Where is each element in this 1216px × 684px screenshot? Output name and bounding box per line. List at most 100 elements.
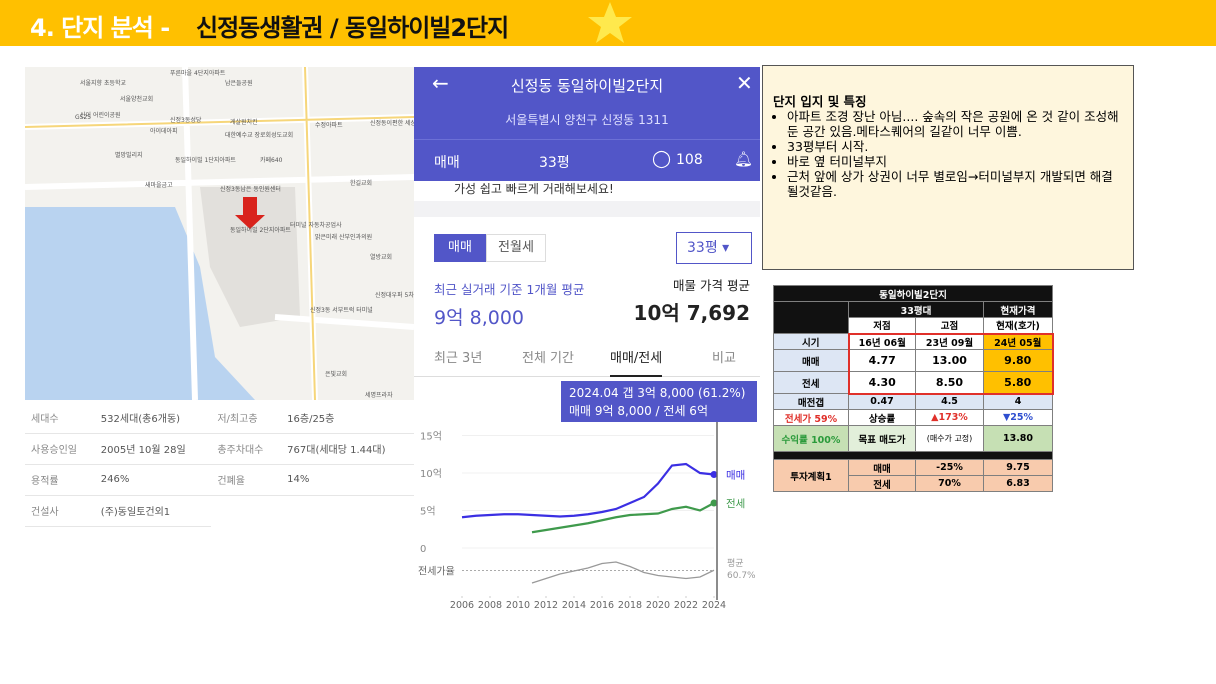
invest-row: 전세 4.30 8.50 5.80 [773, 371, 1054, 395]
x-tick-label: 2014 [562, 600, 586, 611]
cell: 동일하이빌2단지 [773, 285, 1053, 302]
tab-rent[interactable]: 전월세 [486, 234, 546, 262]
series-line [461, 462, 715, 519]
note: 33평부터 시작. [787, 139, 1123, 154]
info-cell: (주)동일토건외1 [94, 495, 212, 527]
x-tick-label: 2020 [646, 600, 670, 611]
series-line [531, 502, 715, 534]
ratio-line [531, 561, 715, 584]
map-label: 동일하이빌 2단지아파트 [230, 226, 291, 234]
banner: 가성 쉽고 빠르게 거래해보세요! [454, 182, 614, 196]
invest-cell: ▲173% [915, 409, 984, 426]
water [25, 207, 255, 400]
period-tabs: 최근 3년 전체 기간 매매/전세 비교 [414, 337, 760, 377]
bell[interactable]: 🔔︎ [734, 150, 754, 168]
y-tick-label: 10억 [420, 468, 442, 480]
location-arrow [235, 197, 265, 229]
invest-cell: 16년 06월 [847, 332, 916, 350]
invest-cell: 9.75 [983, 459, 1053, 476]
header-title: 신정동생활권 / 동일하이빌2단지 [196, 14, 509, 42]
map-label: 신정3동 서부트럭 터미널 [310, 306, 373, 314]
invest-cell: 시기 [773, 333, 849, 350]
invest-cell: 13.00 [915, 349, 984, 372]
size-select-label: 33평 [687, 240, 718, 256]
map-label: 신정3동성당 [170, 116, 202, 124]
cell: 현재가격 [983, 301, 1053, 318]
star [588, 2, 632, 43]
tab-sale[interactable]: 매매 [434, 234, 486, 262]
invest-cell: 전세 [773, 371, 849, 394]
invest-cell: 4.30 [847, 371, 916, 395]
info-body: 세대수 532세대(총6개동) 저/최고층 16층/25층 사용승인일 2005년 10월… [25, 402, 414, 527]
x-tick-label: 2018 [618, 600, 642, 611]
close-button[interactable]: ✕ [736, 71, 753, 95]
invest-cell: 매전갭 [773, 393, 849, 410]
legend-label: 매매 [726, 470, 745, 482]
invest-cell: 0.47 [848, 393, 916, 410]
ratio-label: 전세가율 [418, 565, 455, 577]
main-road [25, 67, 414, 400]
info-cell: 용적률 [25, 464, 95, 496]
app-filter-row: 매매 33평 ◯ 108 🔔︎ [414, 139, 760, 181]
invest-cell: 상승률 [848, 409, 916, 426]
map-label: 수정아파트 [315, 121, 343, 129]
app-panel: ← ✕ 신정동 동일하이빌2단지 서울특별시 양천구 신정동 1311 매매 3… [414, 67, 760, 620]
y-tick-label: 0 [420, 544, 426, 555]
tooltip-line: 매매 9억 8,000 / 전세 6억 [569, 404, 708, 418]
info-cell: 2005년 10월 28일 [94, 433, 212, 465]
end-dot [710, 499, 718, 507]
app-title: 신정동 동일하이빌2단지 [510, 77, 664, 95]
map-label: 새마을금고 [145, 181, 173, 189]
invest-row: 매전갭 0.47 4.5 4 [773, 393, 1053, 410]
info-cell: 532세대(총6개동) [94, 402, 212, 434]
legend-label: 전세 [726, 498, 745, 510]
y-tick-label: 5억 [420, 506, 436, 518]
info-cell: 총주차대수 [211, 433, 282, 465]
info-row: 용적률 246% 건폐율 14% [25, 464, 414, 496]
period-tab[interactable]: 비교 [712, 351, 736, 366]
map-label: 카페640 [260, 156, 283, 164]
divider [414, 201, 760, 217]
map-label: 터미널 자동차공업사 [290, 221, 342, 229]
deal-type[interactable]: 매매 [434, 155, 460, 171]
comment-icon: ◯ [652, 149, 672, 169]
x-tick-label: 2024 [702, 600, 726, 611]
invest-cell: 4 [983, 393, 1053, 410]
size-select[interactable]: 33평 ▾ [676, 232, 752, 264]
invest-cell: 4.5 [915, 393, 984, 410]
info-row: 사용승인일 2005년 10월 28일 총주차대수 767대(세대당 1.44대) [25, 433, 414, 465]
header-number: 4. 단지 분석 - [30, 14, 170, 42]
invest-cell: 매매 [773, 349, 849, 372]
period-tab[interactable]: 매매/전세 [610, 347, 663, 377]
map-label: 게살원치킨 [230, 118, 258, 126]
invest-cell: 전세가 59% [773, 409, 849, 426]
period-tab[interactable]: 최근 3년 [434, 351, 483, 366]
comment-count[interactable]: 108 [676, 152, 703, 168]
invest-cell: 9.80 [983, 349, 1054, 372]
map-label: 신정동이편한 세상아파트 [370, 119, 414, 127]
map-label: 한길교회 [350, 179, 372, 187]
cell: 현재(호가) [983, 317, 1053, 334]
x-tick-label: 2012 [534, 600, 558, 611]
map: 푸른마을 4단지아파트 서울지향 초등학교 남은들공원 서울양천교회 신이 어린이공원 G… [25, 67, 414, 400]
average-value: 60.7% [727, 571, 756, 581]
info-cell: 저/최고층 [211, 402, 282, 434]
back-button[interactable]: ← [432, 71, 449, 95]
listing-price: 10억 7,692 [633, 301, 750, 325]
invest-row: 매매 4.77 13.00 9.80 [773, 349, 1054, 372]
note: 아파트 조경 장난 아님.... 숲속의 작은 공원에 온 것 같이 조성해 둔… [787, 109, 1123, 139]
size[interactable]: 33평 [539, 155, 570, 171]
invest-cell: 수익률 100% [773, 425, 849, 452]
invest-cell: 목표 매도가 [848, 425, 916, 452]
end-dot [710, 471, 718, 478]
y-tick-label: 15억 [420, 431, 442, 443]
tooltip [561, 381, 757, 422]
map-label: 별망빌리지 [115, 151, 143, 159]
map-label: 남은들공원 [225, 79, 253, 87]
invest-cell: 전세 [848, 475, 916, 492]
map-label: 신정3동남은 동인원센터 [220, 185, 281, 193]
separator [773, 451, 1053, 460]
info-cell: 16층/25층 [281, 402, 414, 434]
period-tab[interactable]: 전체 기간 [522, 351, 574, 366]
x-tick-label: 2010 [506, 600, 530, 611]
